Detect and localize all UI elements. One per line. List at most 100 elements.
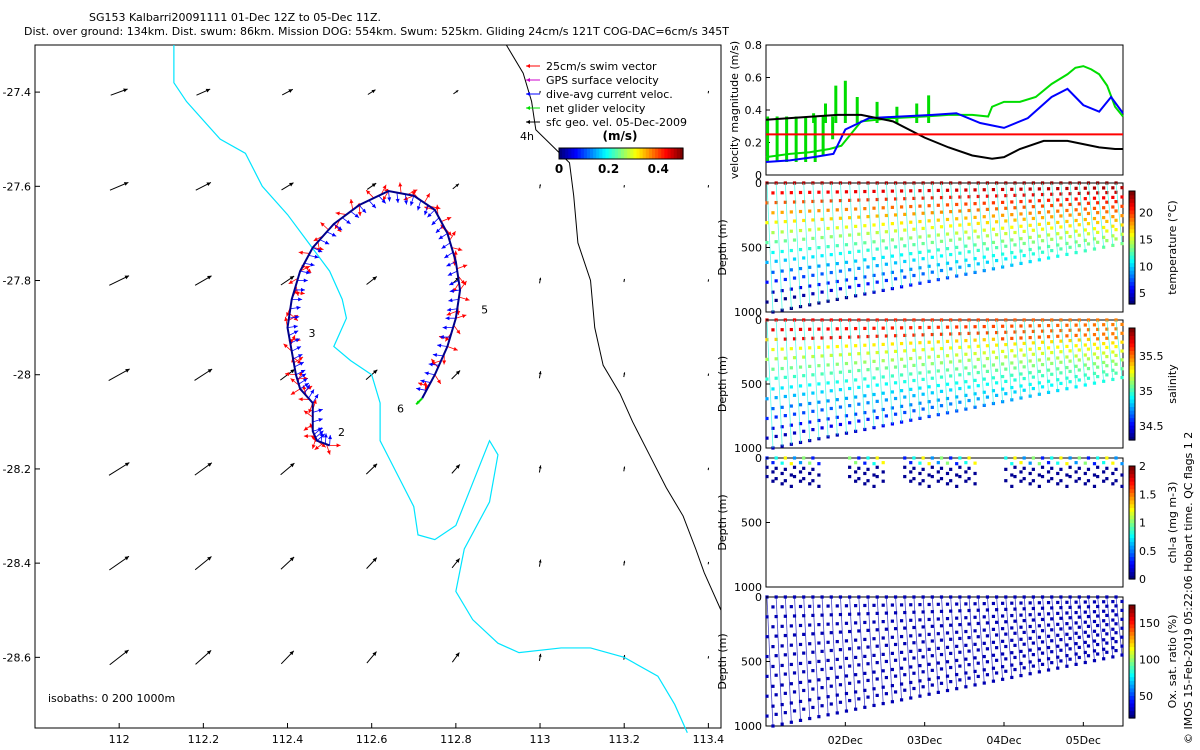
- section-point: [1059, 360, 1063, 364]
- section-point: [817, 604, 821, 608]
- section-point: [973, 338, 977, 342]
- dac-vector-head: [301, 373, 307, 378]
- section-point: [1083, 323, 1087, 327]
- legend-label: dive-avg current veloc.: [546, 88, 673, 101]
- section-point: [909, 326, 913, 330]
- section-point: [854, 621, 858, 625]
- track-day-label: 6: [397, 402, 404, 415]
- section-point: [1046, 198, 1051, 202]
- profile-line: [867, 596, 875, 706]
- section-point: [903, 259, 907, 264]
- section-point: [1019, 212, 1023, 216]
- section-point: [829, 613, 833, 617]
- section-point: [890, 270, 894, 274]
- section-point: [973, 257, 977, 261]
- section-point: [927, 204, 931, 208]
- section-point: [918, 633, 922, 637]
- section-point: [1102, 600, 1106, 604]
- swim-vector-head: [303, 434, 308, 439]
- profile-line: [941, 182, 948, 278]
- section-point: [1120, 367, 1124, 371]
- section-point: [863, 275, 867, 279]
- section-point: [964, 325, 968, 329]
- section-point: [863, 189, 867, 194]
- section-point: [1040, 595, 1045, 599]
- section-point: [817, 190, 821, 194]
- section-point: [789, 268, 793, 272]
- section-point: [1022, 341, 1026, 346]
- section-point: [1004, 231, 1008, 236]
- profile-line: [1060, 596, 1068, 667]
- section-point: [1114, 631, 1118, 635]
- section-point: [912, 394, 916, 398]
- section-point: [792, 374, 797, 379]
- section-point: [1031, 467, 1035, 471]
- profile-line: [876, 319, 884, 426]
- section-point: [939, 346, 944, 351]
- section-point: [1102, 215, 1106, 220]
- section-point: [1102, 638, 1106, 642]
- section-point: [890, 238, 894, 242]
- dac-vector-head: [381, 199, 386, 204]
- profile-line: [775, 182, 783, 311]
- section-point: [1022, 654, 1026, 658]
- section-point: [1046, 346, 1051, 350]
- section-point: [1031, 228, 1035, 232]
- section-point: [1086, 328, 1091, 332]
- section-colorbar-cell: [1129, 413, 1135, 419]
- section-point: [936, 325, 940, 329]
- section-point: [912, 333, 916, 337]
- dac-vector-head: [296, 305, 301, 310]
- section-point: [1105, 327, 1109, 331]
- section-point: [783, 239, 787, 243]
- section-point: [1074, 208, 1078, 212]
- section-point: [826, 190, 830, 194]
- section-point: [985, 621, 990, 625]
- section-point: [939, 404, 944, 408]
- profile-line: [968, 319, 976, 408]
- section-point: [945, 602, 950, 606]
- section-colorbar-cell: [1129, 384, 1135, 389]
- section-point: [1031, 456, 1035, 460]
- section-point: [1050, 192, 1054, 196]
- section-point: [811, 336, 815, 340]
- section-colorbar-tick: 15: [1139, 233, 1153, 246]
- track-line: [286, 189, 462, 447]
- section-colorbar-cell: [1129, 466, 1135, 471]
- sfc-velocity-arrow-head: [372, 276, 377, 281]
- section-point: [792, 393, 797, 397]
- colorbar-cell: [630, 148, 634, 159]
- section-point: [848, 647, 852, 651]
- sfc-velocity-arrow-head: [372, 651, 377, 656]
- section-colorbar-cell: [1129, 346, 1135, 351]
- track-day-label: 3: [309, 327, 316, 340]
- profile-line: [1051, 319, 1059, 391]
- section-point: [780, 191, 784, 195]
- section-point: [1037, 601, 1041, 605]
- section-point: [982, 351, 986, 355]
- section-point: [973, 615, 977, 619]
- colorbar-cell: [648, 148, 653, 159]
- profile-line: [1014, 182, 1022, 264]
- section-point: [985, 382, 990, 386]
- section-point: [964, 202, 968, 206]
- section-point: [829, 270, 833, 275]
- section-point: [1102, 341, 1106, 346]
- sfc-velocity-arrow-head: [125, 368, 130, 373]
- section-point: [798, 327, 803, 332]
- section-point: [995, 671, 999, 675]
- section-point: [1013, 595, 1017, 599]
- section-point: [899, 189, 904, 193]
- section-point: [844, 656, 849, 661]
- section-point: [955, 687, 959, 691]
- section-point: [1092, 206, 1097, 210]
- section-point: [798, 384, 803, 388]
- section-point: [1010, 373, 1014, 377]
- section-point: [1074, 600, 1078, 604]
- section-point: [893, 627, 898, 631]
- profile-line: [1023, 596, 1031, 674]
- section-point: [955, 381, 959, 385]
- section-point: [866, 479, 870, 483]
- section-point: [792, 257, 797, 261]
